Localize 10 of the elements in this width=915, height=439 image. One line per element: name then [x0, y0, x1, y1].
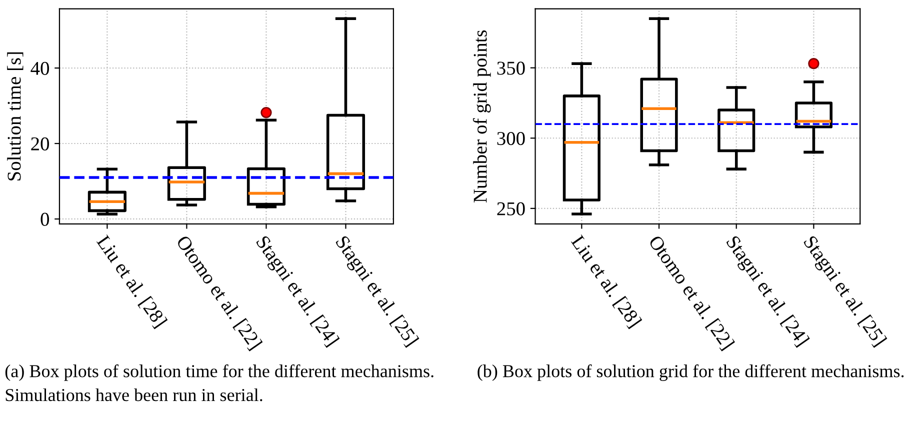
- y-tick-label: 250: [497, 202, 525, 216]
- y-tick-label: 300: [497, 132, 525, 146]
- y-tick-label: 40: [30, 62, 50, 75]
- y-tick-label: 350: [497, 62, 525, 75]
- y-tick-label: 20: [31, 137, 50, 150]
- text: (b) Box plots of solution grid for the different mechanisms.: [478, 364, 904, 381]
- y-axis-title: Solution time [s]: [7, 52, 24, 180]
- y-tick-label: 0: [40, 212, 50, 226]
- y-axis-title: Number of grid points: [472, 30, 491, 202]
- text: (a) Box plots of solution time for the different mechanisms. Simulations have been run in serial.: [5, 364, 434, 402]
